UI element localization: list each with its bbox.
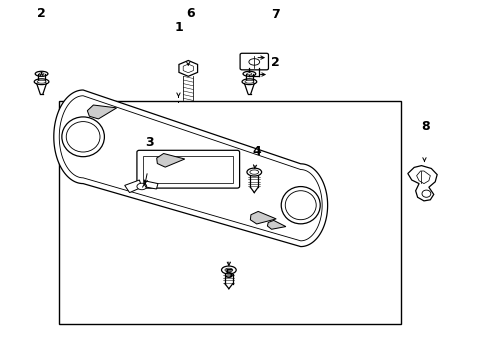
- Ellipse shape: [421, 190, 430, 197]
- Text: 7: 7: [271, 8, 280, 21]
- Polygon shape: [183, 64, 193, 73]
- Polygon shape: [156, 153, 184, 167]
- Text: 5: 5: [225, 268, 234, 281]
- Text: 2: 2: [37, 7, 46, 20]
- Polygon shape: [59, 96, 322, 241]
- Ellipse shape: [281, 186, 320, 224]
- Polygon shape: [179, 60, 197, 76]
- Ellipse shape: [242, 79, 256, 85]
- Text: 4: 4: [252, 145, 261, 158]
- Ellipse shape: [66, 122, 100, 152]
- Ellipse shape: [137, 183, 146, 190]
- Ellipse shape: [37, 80, 46, 83]
- Ellipse shape: [248, 59, 259, 65]
- Polygon shape: [124, 180, 142, 193]
- Ellipse shape: [246, 73, 251, 75]
- Ellipse shape: [244, 80, 253, 83]
- Ellipse shape: [285, 191, 316, 220]
- Ellipse shape: [35, 71, 48, 76]
- Polygon shape: [144, 181, 158, 189]
- FancyBboxPatch shape: [137, 150, 239, 188]
- Text: 6: 6: [186, 7, 195, 20]
- Polygon shape: [87, 105, 117, 119]
- Ellipse shape: [243, 71, 255, 76]
- Text: 3: 3: [144, 136, 153, 149]
- Bar: [59, 101, 400, 324]
- Text: 1: 1: [174, 21, 183, 34]
- Text: 8: 8: [420, 120, 429, 133]
- Ellipse shape: [61, 117, 104, 157]
- Ellipse shape: [249, 170, 258, 174]
- Polygon shape: [416, 171, 429, 184]
- FancyBboxPatch shape: [240, 53, 268, 70]
- Ellipse shape: [224, 268, 232, 272]
- Polygon shape: [407, 166, 436, 201]
- Ellipse shape: [246, 168, 261, 176]
- Ellipse shape: [34, 79, 49, 85]
- Ellipse shape: [221, 266, 236, 274]
- Polygon shape: [250, 211, 276, 224]
- FancyBboxPatch shape: [143, 156, 233, 183]
- Polygon shape: [267, 220, 285, 229]
- Ellipse shape: [39, 73, 44, 75]
- Text: 2: 2: [271, 57, 280, 69]
- Polygon shape: [54, 90, 327, 247]
